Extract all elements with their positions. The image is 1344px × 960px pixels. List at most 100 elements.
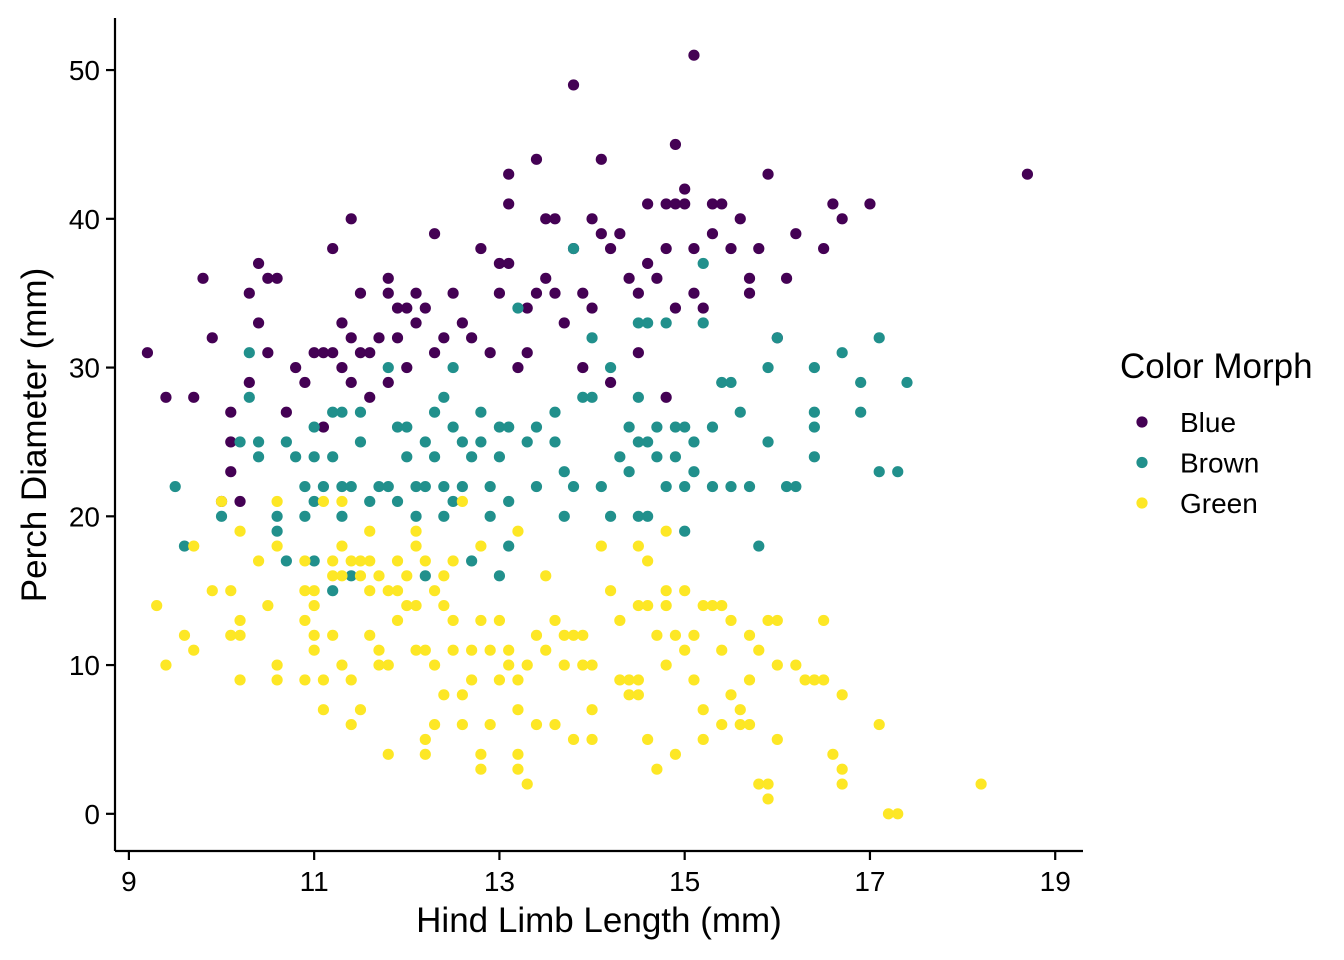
data-point: [688, 49, 700, 61]
data-point: [651, 272, 663, 284]
data-point: [466, 644, 478, 656]
legend-label: Brown: [1180, 448, 1259, 479]
data-point: [632, 436, 644, 448]
data-point: [706, 599, 719, 612]
data-point: [521, 436, 533, 448]
data-point: [567, 629, 580, 641]
data-point: [836, 347, 848, 359]
data-point: [438, 510, 450, 522]
data-point: [762, 168, 774, 180]
data-point: [753, 540, 765, 552]
data-point: [660, 242, 672, 255]
data-point: [354, 555, 367, 567]
data-point: [577, 361, 589, 374]
data-point: [382, 272, 394, 284]
data-point: [456, 495, 468, 508]
data-point: [317, 421, 330, 433]
data-point: [503, 257, 515, 270]
data-point: [697, 302, 709, 314]
data-point: [864, 198, 876, 210]
data-point: [827, 748, 839, 760]
data-point: [271, 495, 283, 508]
data-point: [447, 555, 459, 567]
data-point: [475, 540, 487, 552]
data-point: [308, 495, 320, 508]
data-point: [327, 585, 339, 597]
x-tick-label: 13: [484, 866, 515, 897]
data-point: [262, 599, 274, 612]
data-point: [642, 599, 654, 612]
y-axis-ticks: 0 10 20 30 40 50: [69, 55, 115, 830]
data-point: [799, 674, 811, 686]
data-point: [438, 570, 450, 582]
data-point: [475, 436, 487, 448]
data-point: [317, 674, 330, 686]
data-point: [716, 376, 728, 389]
data-point: [697, 317, 709, 329]
data-point: [697, 257, 709, 270]
data-point: [901, 376, 913, 389]
data-point: [299, 555, 311, 567]
data-point: [808, 421, 820, 433]
data-point: [586, 659, 598, 671]
data-point: [697, 704, 709, 716]
data-point: [753, 778, 765, 790]
data-point: [688, 674, 700, 686]
data-point: [604, 361, 617, 374]
data-point: [419, 748, 431, 760]
data-point: [373, 332, 385, 344]
data-point: [753, 242, 765, 255]
data-point: [373, 644, 385, 656]
data-point: [345, 555, 357, 567]
data-point: [614, 614, 626, 627]
data-point: [308, 629, 320, 641]
data-point: [762, 614, 774, 627]
data-point: [188, 540, 200, 552]
data-point: [419, 436, 431, 448]
data-point: [503, 168, 515, 180]
data-point: [706, 421, 719, 433]
data-point: [679, 198, 691, 210]
legend-label: Blue: [1180, 407, 1236, 438]
data-point: [679, 644, 691, 656]
legend-title: Color Morph: [1120, 347, 1313, 386]
data-point: [660, 525, 672, 537]
data-point: [336, 495, 348, 508]
data-point: [882, 808, 895, 820]
data-point: [447, 361, 459, 374]
data-point: [447, 614, 459, 627]
data-point: [354, 287, 367, 299]
data-point: [234, 674, 246, 686]
data-point: [438, 332, 450, 344]
data-point: [299, 674, 311, 686]
data-point: [771, 614, 783, 627]
data-point: [475, 406, 487, 418]
y-tick-label: 40: [69, 204, 100, 235]
data-point: [808, 361, 820, 374]
data-point: [308, 585, 320, 597]
data-point: [364, 391, 376, 403]
data-point: [336, 510, 348, 522]
data-point: [345, 674, 357, 686]
data-point: [586, 302, 598, 314]
data-point: [512, 763, 524, 775]
data-point: [410, 287, 422, 299]
data-point: [503, 495, 515, 508]
data-point: [660, 599, 672, 612]
data-point: [725, 614, 737, 627]
data-point: [669, 302, 682, 314]
data-point: [679, 183, 691, 195]
data-point: [364, 555, 376, 567]
data-point: [438, 391, 450, 403]
data-point: [669, 451, 682, 463]
data-point: [354, 570, 367, 582]
data-point: [252, 257, 265, 270]
data-point: [632, 599, 644, 612]
data-point: [540, 644, 552, 656]
data-point: [364, 585, 376, 597]
data-point: [225, 629, 237, 641]
data-point: [327, 451, 339, 463]
data-point: [364, 629, 376, 641]
data-point: [336, 317, 348, 329]
data-point: [447, 644, 459, 656]
